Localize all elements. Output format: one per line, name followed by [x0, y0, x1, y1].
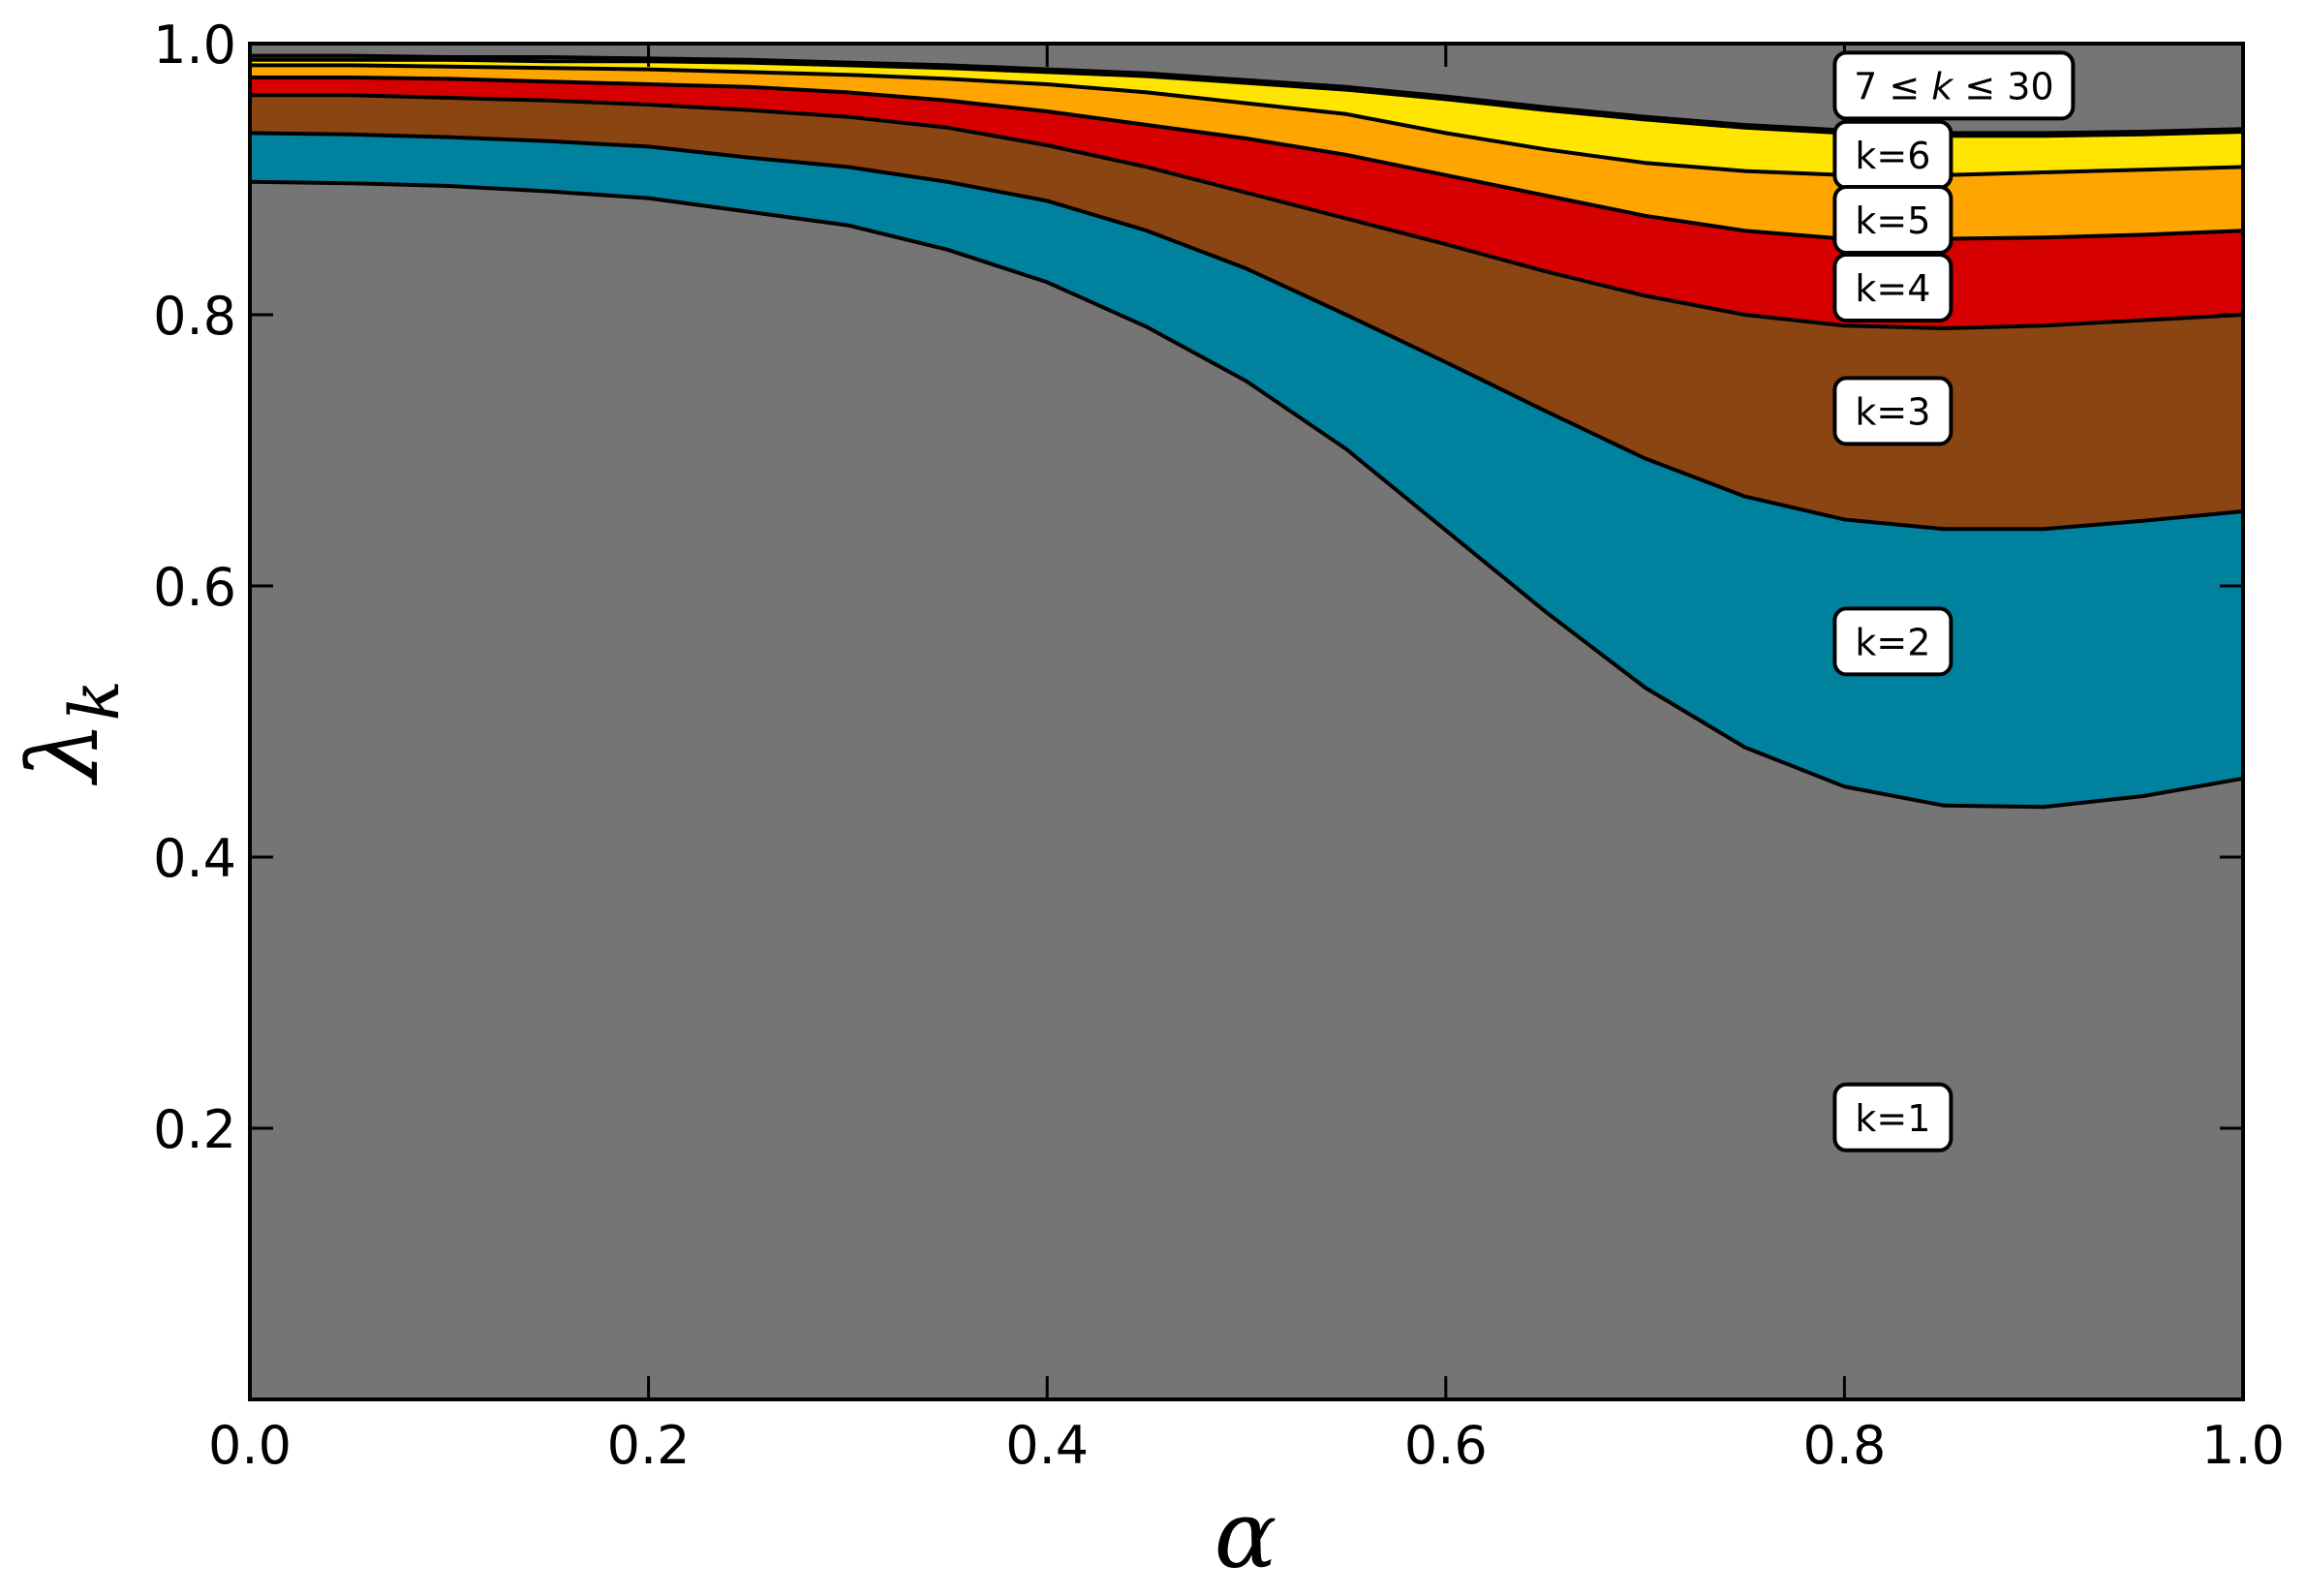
x-tick-label: 0.0: [208, 1415, 292, 1476]
label-box-background: [1832, 606, 1953, 677]
label-box-background: [1832, 1082, 1953, 1152]
y-tick-label: 0.2: [153, 1099, 236, 1160]
x-tick-labels: 0.0 0.2 0.4 0.6 0.8 1.0: [208, 1415, 2285, 1476]
band-label-box: k=2: [1832, 606, 1953, 677]
x-axis-label: α: [1215, 1481, 1277, 1589]
y-tick-label: 1.0: [153, 15, 236, 76]
band-label-text: 7 ≤ k ≤ 30: [1854, 65, 2054, 107]
band-label-text: k=5: [1855, 200, 1930, 242]
plot-frame: [248, 42, 2245, 1401]
y-axis-label-main: λ: [7, 721, 120, 786]
band-label-text: k=2: [1855, 621, 1930, 663]
band-label-box: k=5: [1832, 185, 1953, 255]
y-axis-label-subscript: k: [55, 680, 135, 721]
boundary-line: [250, 93, 2244, 330]
y-tick-label: 0.4: [153, 828, 236, 889]
y-axis-label: λk: [7, 680, 135, 786]
x-tick-label: 0.2: [607, 1415, 691, 1476]
band-label-box: k=1: [1832, 1082, 1953, 1152]
y-tick-labels: 0.2 0.4 0.6 0.8 1.0: [153, 15, 236, 1160]
x-tick-label: 0.8: [1802, 1415, 1886, 1476]
label-box-background: [1832, 376, 1953, 446]
boundary-line: [249, 179, 2244, 810]
band-boundary-lines: [249, 53, 2244, 810]
x-tick-label: 0.4: [1005, 1415, 1089, 1476]
band-label-box: 7 ≤ k ≤ 30: [1832, 50, 2076, 121]
boundary-line: [249, 131, 2244, 532]
y-tick-label: 0.6: [153, 557, 236, 618]
band-label-box: k=4: [1832, 253, 1953, 322]
x-tick-label: 1.0: [2201, 1415, 2285, 1476]
band-label-box: k=6: [1832, 119, 1953, 190]
band-label-text: k=4: [1855, 267, 1930, 310]
y-tick-label: 0.8: [153, 286, 236, 347]
stacked-areas: [250, 44, 2243, 1400]
x-tick-label: 0.6: [1404, 1415, 1488, 1476]
band-label-text: k=6: [1855, 135, 1930, 177]
band-k-1: [250, 181, 2243, 1399]
band-label-text: k=3: [1855, 390, 1930, 433]
band-label-box: k=3: [1832, 376, 1953, 446]
band-label-text: k=1: [1855, 1097, 1930, 1140]
band-labels: 7 ≤ k ≤ 30 k=6 k=5 k=4 k=3 k=2 k=1: [1832, 50, 2076, 1152]
label-box-background: [1832, 50, 2076, 121]
label-box-background: [1832, 253, 1953, 322]
svg-text:λk: λk: [7, 680, 135, 786]
